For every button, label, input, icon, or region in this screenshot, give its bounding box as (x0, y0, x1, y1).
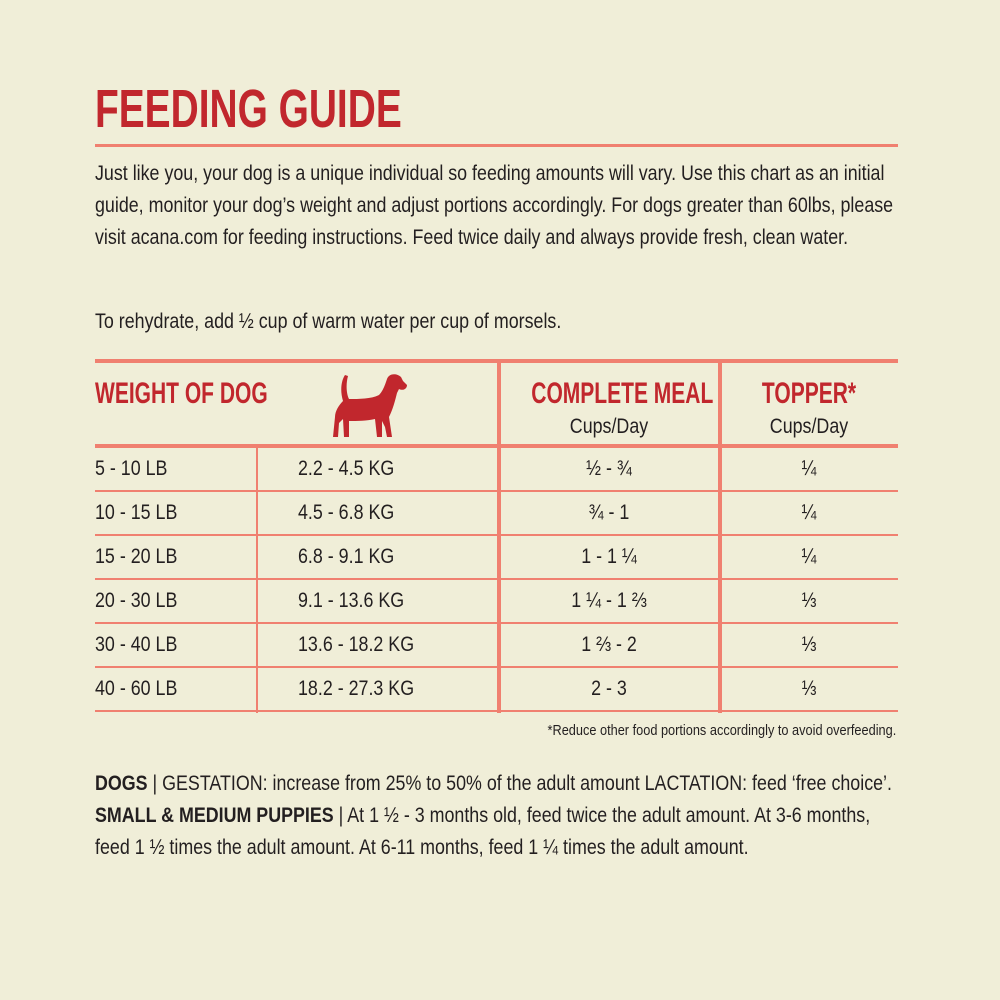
column-divider (718, 359, 722, 713)
complete-meal-cell: ¾ - 1 (588, 501, 630, 524)
weight-kg-cell: 13.6 - 18.2 KG (298, 633, 415, 656)
puppies-label: SMALL & MEDIUM PUPPIES (95, 804, 334, 827)
dogs-label: DOGS (95, 772, 148, 795)
column-divider (497, 359, 501, 713)
topper-cell: ¼ (801, 457, 817, 480)
table-row: 30 - 40 LB 13.6 - 18.2 KG 1 ⅔ - 2 ⅓ (95, 624, 898, 668)
table-row: 40 - 60 LB 18.2 - 27.3 KG 2 - 3 ⅓ (95, 668, 898, 712)
weight-lb-cell: 15 - 20 LB (95, 545, 178, 568)
topper-cell: ⅓ (801, 677, 817, 700)
weight-kg-cell: 4.5 - 6.8 KG (298, 501, 395, 524)
column-divider (256, 448, 258, 713)
complete-meal-cell: 1 ⅔ - 2 (581, 633, 637, 656)
notes-paragraph: DOGS | GESTATION: increase from 25% to 5… (95, 768, 899, 864)
rehydrate-instruction: To rehydrate, add ½ cup of warm water pe… (95, 310, 562, 333)
header-topper-unit: Cups/Day (769, 415, 849, 438)
feeding-table: WEIGHT OF DOG COMPLETE MEAL Cups/Day TOP… (95, 359, 898, 713)
weight-lb-cell: 30 - 40 LB (95, 633, 178, 656)
table-top-rule (95, 359, 898, 363)
weight-lb-cell: 10 - 15 LB (95, 501, 178, 524)
complete-meal-cell: 2 - 3 (591, 677, 627, 700)
dog-silhouette-icon (333, 374, 407, 437)
complete-meal-cell: 1 - 1 ¼ (581, 545, 637, 568)
complete-meal-cell: 1 ¼ - 1 ⅔ (571, 589, 647, 612)
topper-cell: ¼ (801, 501, 817, 524)
intro-paragraph: Just like you, your dog is a unique indi… (95, 162, 894, 249)
table-row: 20 - 30 LB 9.1 - 13.6 KG 1 ¼ - 1 ⅔ ⅓ (95, 580, 898, 624)
weight-kg-cell: 2.2 - 4.5 KG (298, 457, 395, 480)
dogs-text: | GESTATION: increase from 25% to 50% of… (147, 772, 892, 795)
footnote: *Reduce other food portions accordingly … (547, 722, 896, 739)
row-divider (95, 622, 898, 624)
weight-kg-cell: 6.8 - 9.1 KG (298, 545, 395, 568)
row-divider (95, 666, 898, 668)
table-row: 5 - 10 LB 2.2 - 4.5 KG ½ - ¾ ¼ (95, 448, 898, 492)
row-divider (95, 490, 898, 492)
page-title: FEEDING GUIDE (95, 79, 402, 139)
header-topper: TOPPER* (761, 377, 857, 410)
weight-lb-cell: 40 - 60 LB (95, 677, 178, 700)
weight-lb-cell: 20 - 30 LB (95, 589, 178, 612)
header-complete-meal-unit: Cups/Day (569, 415, 649, 438)
puppies-text: | At 1 ½ - 3 months old, feed twice the … (95, 804, 871, 859)
title-divider (95, 144, 898, 147)
row-divider (95, 578, 898, 580)
header-rule (95, 444, 898, 448)
topper-cell: ⅓ (801, 589, 817, 612)
topper-cell: ⅓ (801, 633, 817, 656)
row-divider (95, 534, 898, 536)
weight-kg-cell: 9.1 - 13.6 KG (298, 589, 405, 612)
row-divider (95, 710, 898, 712)
topper-cell: ¼ (801, 545, 817, 568)
complete-meal-cell: ½ - ¾ (586, 457, 632, 480)
weight-lb-cell: 5 - 10 LB (95, 457, 168, 480)
table-row: 15 - 20 LB 6.8 - 9.1 KG 1 - 1 ¼ ¼ (95, 536, 898, 580)
weight-kg-cell: 18.2 - 27.3 KG (298, 677, 415, 700)
header-weight: WEIGHT OF DOG (95, 377, 268, 410)
table-row: 10 - 15 LB 4.5 - 6.8 KG ¾ - 1 ¼ (95, 492, 898, 536)
header-complete-meal: COMPLETE MEAL (531, 377, 714, 410)
